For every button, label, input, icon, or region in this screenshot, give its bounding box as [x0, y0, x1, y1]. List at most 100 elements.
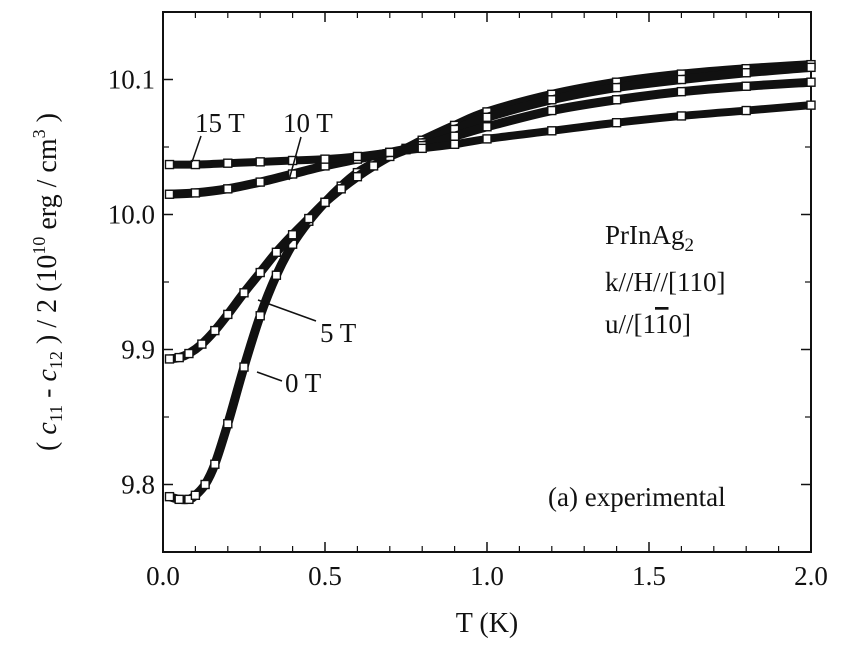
- data-point: [741, 68, 751, 78]
- data-point: [223, 158, 233, 168]
- compound-subscript: 2: [685, 235, 695, 256]
- data-point: [239, 362, 249, 372]
- data-point: [611, 82, 622, 93]
- series-label-0t-text: 0 T: [285, 368, 322, 398]
- series-5t: [164, 62, 816, 364]
- data-point: [287, 169, 298, 179]
- data-point: [741, 81, 751, 91]
- y-tick-label: 9.8: [121, 470, 155, 500]
- data-point: [449, 131, 460, 141]
- series-curve: [165, 101, 815, 169]
- data-point: [174, 494, 184, 505]
- y-title-sup3: 3: [29, 129, 49, 138]
- data-point: [190, 490, 201, 500]
- data-point: [352, 171, 363, 182]
- y-title-close: ): [32, 113, 63, 122]
- y-axis-title: ( c11 - c12 ) / 2 (1010 erg / cm3 ): [21, 113, 69, 451]
- data-point: [385, 147, 395, 158]
- data-point: [197, 339, 207, 349]
- data-point: [482, 134, 492, 144]
- data-point: [210, 459, 220, 469]
- data-point: [223, 309, 233, 320]
- data-point: [164, 189, 175, 199]
- data-point: [255, 177, 265, 187]
- data-point: [164, 354, 175, 364]
- leader-line-10t: [288, 136, 302, 181]
- data-point: [482, 122, 492, 132]
- data-point: [449, 139, 460, 150]
- data-point: [547, 105, 557, 116]
- data-point: [255, 157, 265, 167]
- data-point: [255, 267, 265, 278]
- data-point: [741, 105, 751, 116]
- data-point: [336, 184, 346, 194]
- y-title-sub12: 12: [46, 351, 66, 369]
- data-point: [547, 126, 557, 136]
- y-title-sub11: 11: [46, 405, 66, 422]
- series-layer: [164, 59, 816, 505]
- data-point: [806, 62, 816, 73]
- data-point: [164, 491, 175, 502]
- data-point: [611, 95, 622, 105]
- polarization-label: u//[110]: [605, 309, 691, 339]
- x-tick-label: 1.5: [632, 561, 666, 591]
- data-point: [255, 311, 265, 321]
- y-title-open: (: [32, 442, 63, 451]
- y-title-unit: erg / cm: [32, 138, 63, 229]
- data-point: [352, 151, 363, 162]
- series-label-10t: 10 T: [283, 108, 333, 181]
- polarization-overbar-digit: 1: [655, 309, 669, 339]
- data-point: [271, 247, 282, 258]
- data-point: [320, 154, 330, 164]
- series-label-10t-text: 10 T: [283, 108, 333, 138]
- data-point: [482, 112, 492, 123]
- polarization-post: 0]: [669, 309, 692, 339]
- series-15t: [164, 100, 816, 170]
- series-label-0t: 0 T: [256, 368, 322, 398]
- data-point: [304, 213, 314, 224]
- data-point: [806, 77, 816, 87]
- y-tick-label: 10.0: [108, 200, 155, 230]
- series-label-15t-text: 15 T: [195, 108, 245, 138]
- compound-name: PrInAg: [605, 220, 685, 250]
- y-tick-label: 9.9: [121, 335, 155, 365]
- data-point: [200, 479, 210, 490]
- data-point: [806, 100, 816, 110]
- y-title-rest: ) / 2 (10: [32, 255, 63, 344]
- x-axis: 0.0 0.5 1.0 1.5 2.0: [146, 12, 828, 591]
- data-point: [223, 419, 233, 429]
- data-point: [547, 95, 557, 105]
- data-point: [320, 197, 330, 208]
- leader-line-0t: [256, 371, 283, 382]
- data-point: [271, 270, 282, 280]
- data-point: [417, 143, 427, 154]
- data-point: [676, 86, 687, 97]
- data-point: [368, 161, 379, 171]
- data-point: [184, 348, 194, 359]
- x-tick-label: 0.0: [146, 561, 180, 591]
- y-title-c11: c: [32, 422, 63, 435]
- y-title-sup10: 10: [29, 237, 49, 255]
- series-label-15t: 15 T: [191, 108, 245, 163]
- x-axis-title: T (K): [456, 608, 518, 639]
- data-point: [239, 288, 249, 298]
- y-title-minus: -: [32, 389, 63, 398]
- data-point: [190, 188, 201, 198]
- x-tick-label: 2.0: [794, 561, 828, 591]
- compound-label: PrInAg2: [605, 220, 694, 256]
- data-point: [611, 117, 622, 128]
- data-point: [210, 325, 220, 336]
- x-tick-label: 1.0: [470, 561, 504, 591]
- y-tick-label: 10.1: [108, 65, 155, 95]
- y-title-c12: c: [32, 369, 63, 382]
- leader-line-15t: [191, 135, 202, 163]
- data-point: [164, 159, 175, 170]
- data-point: [676, 111, 687, 121]
- field-direction-label: k//H//[110]: [605, 267, 726, 297]
- data-point: [190, 159, 201, 170]
- data-point: [676, 74, 687, 85]
- panel-label: (a) experimental: [548, 482, 726, 512]
- data-point: [287, 230, 298, 240]
- polarization-pre: u//[1: [605, 309, 655, 339]
